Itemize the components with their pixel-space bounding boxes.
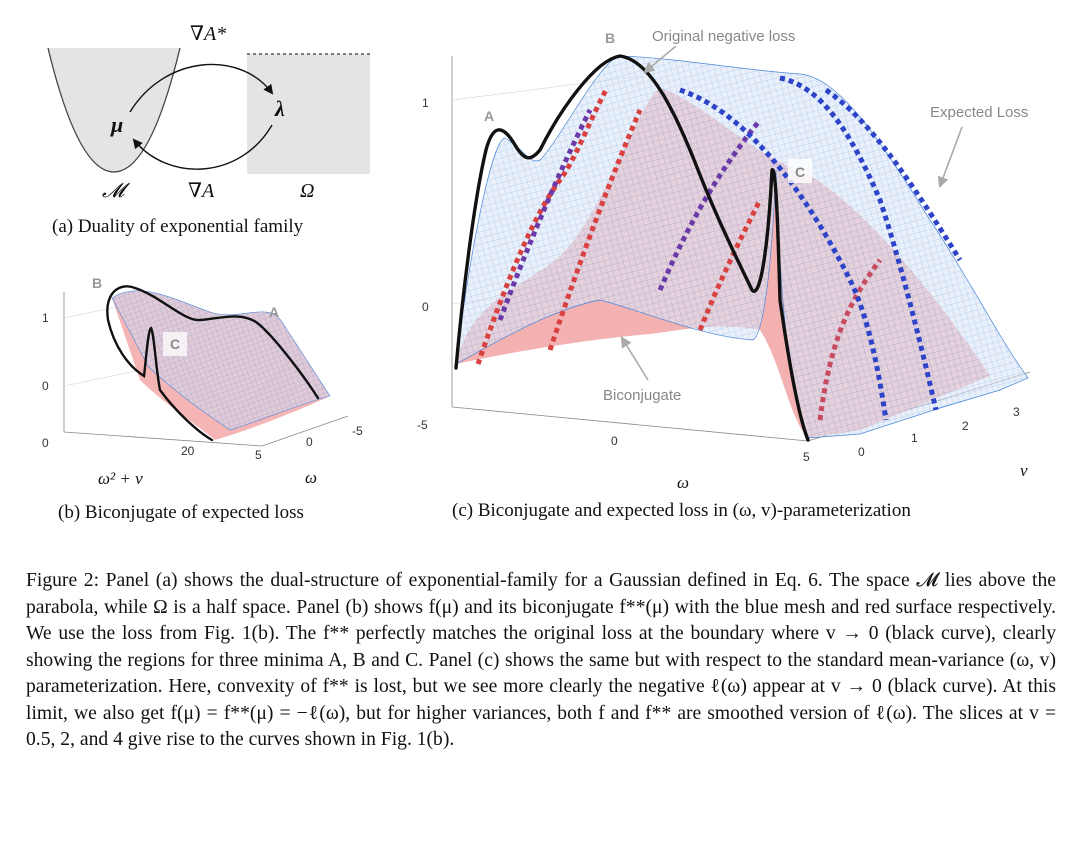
slice-red-4 (817, 258, 883, 421)
figure-caption: Figure 2: Panel (a) shows the dual-struc… (26, 568, 1056, 754)
slice-red-2 (547, 109, 643, 351)
tick-c-w-0: 0 (611, 434, 618, 448)
slice-red-3 (697, 198, 763, 331)
boundary-curve-c (454, 54, 810, 442)
axis-label-c-v: v (1020, 461, 1028, 480)
caption-panel-b: (b) Biconjugate of expected loss (58, 502, 304, 523)
slice-red-1 (475, 88, 609, 365)
half-space-region-Omega (247, 54, 370, 174)
symbol-mu: μ (110, 112, 123, 137)
axis-label-b-x: ω² + v (98, 469, 143, 488)
slice-purple-2 (657, 118, 762, 291)
label-b-B: B (92, 275, 102, 291)
axis-c-w (451, 406, 809, 442)
parabola-region-M (48, 48, 180, 172)
tick-c-v-0: 0 (858, 445, 865, 459)
tick-c-z-neg5: -5 (417, 418, 428, 432)
label-c-C: C (795, 164, 805, 180)
panel-a-diagram: ∇A* ∇A μ λ 𝓜 Ω (47, 23, 370, 202)
caption-panel-a: (a) Duality of exponential family (52, 216, 304, 237)
label-b-A: A (269, 304, 279, 320)
tick-b-w-neg5: -5 (352, 424, 363, 438)
expected-loss-mesh-b (111, 290, 331, 431)
annotation-expected-arrow (937, 126, 963, 189)
label-c-A: A (484, 108, 494, 124)
set-M-label: 𝓜 (102, 180, 131, 202)
arrow-grad-A (132, 124, 273, 170)
figure-2: ∇A* ∇A μ λ 𝓜 Ω B A (42, 23, 1031, 492)
label-c-B: B (605, 30, 615, 46)
tick-b-w-5: 5 (255, 448, 262, 462)
label-grad-A-star: ∇A* (190, 23, 226, 45)
symbol-lambda: λ (274, 96, 285, 121)
caption-panel-c: (c) Biconjugate and expected loss in (ω,… (452, 500, 911, 521)
slice-purple-1 (497, 108, 593, 321)
slice-blue-2 (779, 75, 939, 411)
slice-blue-3 (824, 87, 963, 262)
annotation-original-arrow (643, 45, 677, 74)
axis-w (261, 415, 349, 447)
axis-x (63, 431, 263, 447)
axis-label-c-w: ω (677, 473, 689, 492)
axis-label-b-w: ω (305, 468, 317, 487)
label-grad-A: ∇A (188, 180, 215, 202)
panel-b-plot: B A C 1 0 0 20 5 0 -5 ω² + v ω (42, 275, 363, 488)
tick-b-w-0: 0 (306, 435, 313, 449)
label-c-C-box (788, 159, 812, 183)
tick-c-w-5: 5 (803, 450, 810, 464)
boundary-curve-b (106, 285, 320, 442)
tick-b-x-20: 20 (181, 444, 195, 458)
set-Omega-label: Ω (300, 180, 314, 202)
arrow-grad-A-star (129, 63, 274, 113)
figure-caption-text: Panel (a) shows the dual-structure of ex… (26, 570, 1056, 750)
annotation-biconjugate-arrow (620, 336, 649, 381)
label-b-C: C (170, 336, 180, 352)
tick-c-v-2: 2 (962, 419, 969, 433)
label-b-C-box (163, 332, 187, 356)
parabola-curve (47, 47, 181, 173)
tick-c-z-1: 1 (422, 96, 429, 110)
tick-b-z-1: 1 (42, 311, 49, 325)
annotation-expected-loss: Expected Loss (930, 104, 1028, 121)
tick-c-v-3: 3 (1013, 405, 1020, 419)
tick-b-x-0: 0 (42, 436, 49, 450)
figure-caption-label: Figure 2: (26, 570, 100, 591)
tick-c-z-0: 0 (422, 300, 429, 314)
slice-blue-1 (679, 87, 889, 421)
annotation-original-negative-loss: Original negative loss (652, 28, 795, 45)
panel-c-plot: B A C Original negative loss Expected Lo… (417, 28, 1031, 492)
annotation-biconjugate: Biconjugate (603, 387, 681, 404)
tick-c-v-1: 1 (911, 431, 918, 445)
tick-b-z-0: 0 (42, 379, 49, 393)
